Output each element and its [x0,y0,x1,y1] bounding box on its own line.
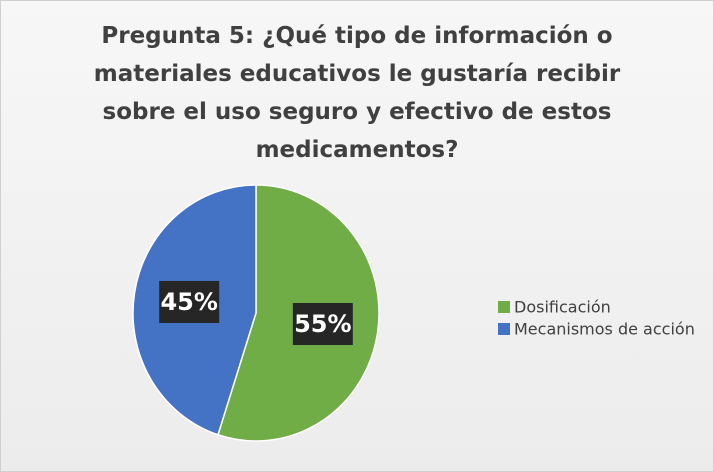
legend-swatch [498,323,510,335]
data-label: 45% [160,288,217,316]
legend-label: Mecanismos de acción [514,320,695,339]
data-label: 55% [294,310,351,338]
legend-swatch [498,301,510,313]
chart-title: Pregunta 5: ¿Qué tipo de información o m… [93,23,621,163]
data-label-box [159,280,220,323]
data-label-box [292,303,353,346]
legend-label: Dosificación [514,298,611,317]
